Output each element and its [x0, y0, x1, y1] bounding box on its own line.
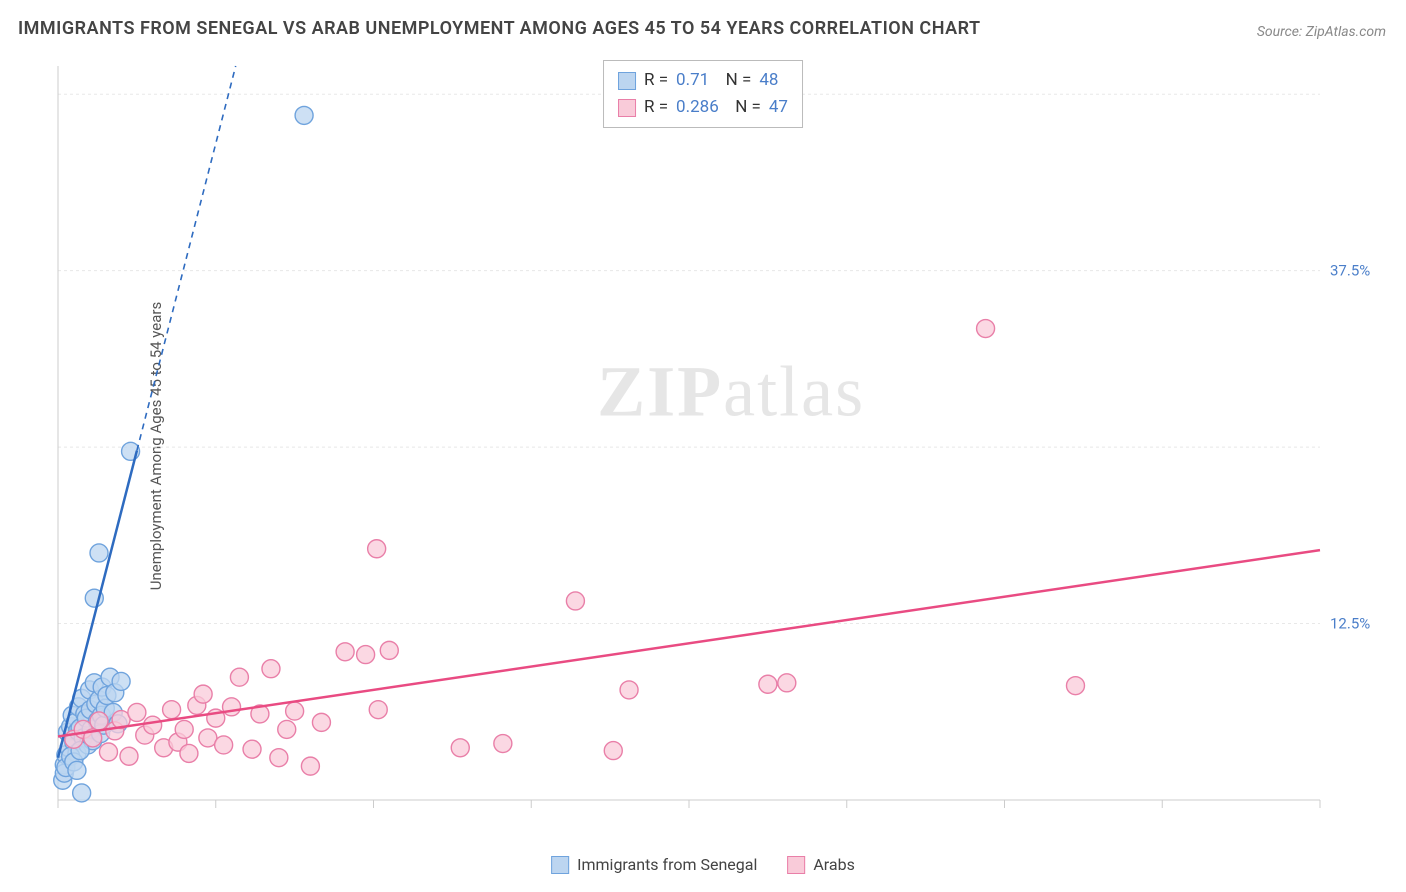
legend-label-1: Immigrants from Senegal [577, 855, 757, 874]
legend-n-value-1: 48 [759, 67, 778, 94]
series-legend: Immigrants from Senegal Arabs [551, 855, 855, 874]
plot-area: 12.5% 37.5% [50, 56, 1390, 846]
svg-text:37.5%: 37.5% [1330, 262, 1370, 280]
legend-r-value-2: 0.286 [676, 94, 719, 121]
legend-swatch-blue [618, 72, 636, 90]
legend-n-label: N = [717, 67, 751, 94]
legend-label-2: Arabs [813, 855, 855, 874]
scatter-plot-svg: 12.5% 37.5% [50, 56, 1390, 846]
chart-title: IMMIGRANTS FROM SENEGAL VS ARAB UNEMPLOY… [18, 18, 981, 39]
legend-swatch-blue [551, 856, 569, 874]
legend-row-series-1: R = 0.71 N = 48 [618, 67, 788, 94]
legend-r-label: R = [644, 67, 668, 94]
svg-text:12.5%: 12.5% [1330, 615, 1370, 633]
legend-row-series-2: R = 0.286 N = 47 [618, 94, 788, 121]
legend-n-label: N = [727, 94, 761, 121]
legend-r-value-1: 0.71 [676, 67, 709, 94]
correlation-legend: R = 0.71 N = 48 R = 0.286 N = 47 [603, 60, 803, 128]
legend-item-2: Arabs [787, 855, 855, 874]
legend-item-1: Immigrants from Senegal [551, 855, 757, 874]
legend-n-value-2: 47 [769, 94, 788, 121]
legend-r-label: R = [644, 94, 668, 121]
chart-container: IMMIGRANTS FROM SENEGAL VS ARAB UNEMPLOY… [0, 0, 1406, 892]
legend-swatch-pink [618, 99, 636, 117]
legend-swatch-pink [787, 856, 805, 874]
source-attribution: Source: ZipAtlas.com [1257, 24, 1386, 40]
